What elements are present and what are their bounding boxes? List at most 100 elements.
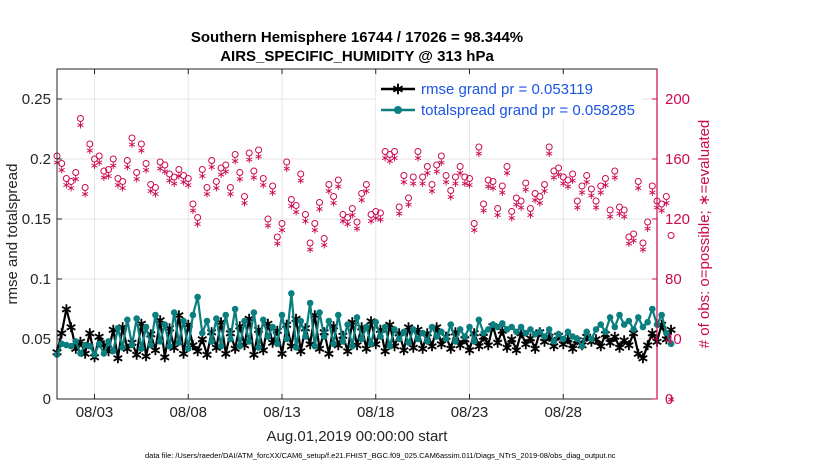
obs-possible-point — [344, 214, 352, 221]
totalspread-point — [536, 328, 544, 336]
obs-evaluated-point: ∗ — [643, 223, 652, 235]
axes: 08/03 08/08 08/13 08/18 08/23 08/28 0 0.05 0.1 0.… — [22, 69, 690, 421]
obs-evaluated-point: ∗ — [109, 160, 118, 172]
obs-possible-point — [376, 209, 384, 217]
totalspread-point — [545, 326, 553, 333]
totalspread-point — [424, 338, 431, 345]
totalspread-point — [213, 315, 220, 322]
totalspread-point — [442, 335, 450, 343]
rmse-point: ∗ — [219, 345, 232, 362]
obs-possible-point — [231, 151, 239, 158]
obs-evaluated-point: ∗ — [151, 189, 160, 201]
obs-evaluated-point: ∗ — [81, 189, 90, 201]
obs-evaluated-point: ∗ — [296, 175, 305, 187]
obs-evaluated-point: ∗ — [484, 181, 493, 193]
obs-possible-point — [151, 184, 159, 191]
x-axis-label: Aug.01,2019 00:00:00 start — [267, 428, 449, 445]
totalspread-point — [67, 342, 75, 350]
totalspread-point — [77, 350, 84, 357]
obs-possible-point — [123, 157, 131, 164]
obs-possible-point — [95, 152, 103, 160]
obs-evaluated-point: ∗ — [338, 216, 347, 228]
obs-possible-point — [259, 175, 267, 182]
obs-evaluated-point: ∗ — [516, 202, 525, 214]
totalspread-point — [109, 347, 117, 355]
rmse-point: ∗ — [140, 348, 153, 365]
legend-rmse-label: rmse grand pr = 0.053119 — [421, 81, 593, 98]
totalspread-point — [119, 344, 126, 351]
obs-possible-point — [362, 181, 370, 188]
obs-possible-point — [278, 220, 286, 227]
totalspread-point — [517, 323, 525, 331]
obs-evaluated-point: ∗ — [235, 174, 244, 186]
obs-evaluated-point: ∗ — [127, 139, 136, 151]
obs-possible-point — [212, 178, 220, 185]
obs-evaluated-point: ∗ — [502, 168, 511, 180]
legend: ∗ rmse grand pr = 0.053119 totalspread g… — [376, 77, 642, 119]
obs-evaluated-point: ∗ — [104, 171, 113, 183]
rmse-point: ∗ — [60, 301, 73, 318]
obs-evaluated-point: ∗ — [531, 195, 540, 207]
obs-evaluated-point: ∗ — [615, 208, 624, 220]
rmse-point: ∗ — [93, 329, 106, 346]
obs-evaluated-point: ∗ — [132, 174, 141, 186]
obs-evaluated-point: ∗ — [568, 175, 577, 187]
totalspread-point — [292, 344, 300, 351]
x-tick-label: 08/18 — [357, 404, 395, 421]
rmse-point: ∗ — [285, 338, 298, 355]
totalspread-point — [484, 326, 492, 333]
totalspread-point — [349, 342, 356, 350]
obs-evaluated-point: ∗ — [324, 186, 333, 198]
totalspread-point — [583, 328, 590, 336]
obs-evaluated-point: ∗ — [362, 186, 371, 198]
y-tick-label: 0.2 — [30, 151, 51, 168]
rmse-point: ∗ — [196, 331, 209, 348]
obs-evaluated-point: ∗ — [240, 198, 249, 210]
totalspread-point — [381, 323, 389, 331]
totalspread-point — [508, 323, 515, 331]
totalspread-point — [124, 316, 131, 324]
obs-possible-point — [428, 181, 436, 188]
rmse-point: ∗ — [566, 341, 579, 358]
totalspread-point — [494, 323, 501, 331]
obs-evaluated-point: ∗ — [587, 190, 596, 202]
obs-evaluated-point: ∗ — [662, 198, 671, 210]
obs-evaluated-point: ∗ — [526, 210, 535, 222]
obs-evaluated-point: ∗ — [62, 180, 71, 192]
chart-subtitle: AIRS_SPECIFIC_HUMIDITY @ 313 hPa — [220, 48, 494, 65]
totalspread-point — [180, 317, 187, 325]
obs-possible-point — [644, 218, 652, 226]
obs-possible-point — [545, 143, 553, 151]
rmse-point: ∗ — [538, 333, 551, 350]
obs-evaluated-point: ∗ — [301, 216, 310, 228]
obs-evaluated-point: ∗ — [188, 205, 197, 217]
obs-evaluated-point: ∗ — [85, 145, 94, 157]
totalspread-point — [274, 340, 281, 348]
totalspread-point — [302, 333, 309, 340]
obs-possible-point — [592, 197, 600, 205]
totalspread-point — [358, 335, 365, 343]
obs-evaluated-point: ∗ — [291, 207, 300, 219]
totalspread-point — [316, 309, 323, 316]
obs-evaluated-point: ∗ — [390, 153, 399, 165]
obs-evaluated-point: ∗ — [376, 214, 385, 226]
obs-evaluated-point: ∗ — [268, 187, 277, 199]
totalspread-point — [142, 323, 150, 331]
obs-evaluated-point: ∗ — [451, 178, 460, 190]
totalspread-point — [597, 321, 605, 328]
footer-data-file: data file: /Users/raeder/DAI/ATM_forcXX/… — [145, 451, 616, 460]
obs-evaluated-point: ∗ — [221, 166, 230, 178]
obs-evaluated-point: ∗ — [71, 174, 80, 186]
obs-possible-point — [437, 152, 445, 160]
obs-possible-point — [601, 175, 609, 182]
rmse-point: ∗ — [84, 325, 97, 342]
obs-possible-point — [175, 166, 183, 173]
totalspread-point — [527, 326, 534, 333]
totalspread-point — [161, 321, 169, 328]
obs-evaluated-point: ∗ — [249, 172, 258, 184]
totalspread-point — [588, 335, 595, 343]
obs-possible-point — [353, 218, 361, 226]
totalspread-point — [522, 329, 530, 337]
y-tick-label-right: 0 — [665, 391, 673, 408]
